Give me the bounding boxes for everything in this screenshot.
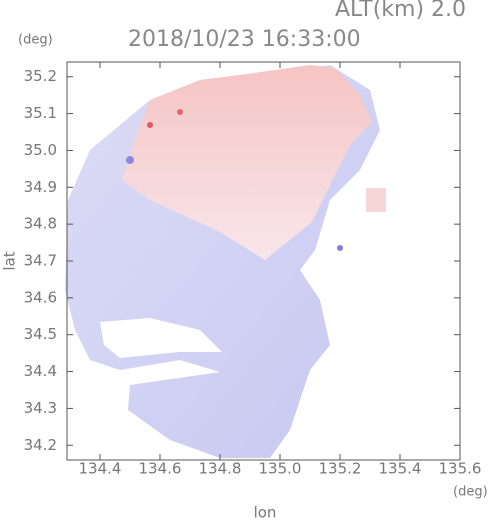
echo-spot <box>147 122 153 128</box>
echo-patch <box>366 188 386 212</box>
y-tick-label: 35.0 <box>24 141 57 159</box>
y-tick-label: 34.7 <box>24 252 57 270</box>
echo-spot <box>126 156 134 164</box>
y-tick-label: 34.8 <box>24 215 57 233</box>
y-tick-label: 34.5 <box>24 325 57 343</box>
y-tick-label: 34.2 <box>24 436 57 454</box>
x-tick-label: 135.0 <box>259 460 302 478</box>
y-unit: (deg) <box>18 33 53 48</box>
y-tick-label: 34.6 <box>24 288 57 306</box>
subtitle: ALT(km) 2.0 <box>335 0 466 22</box>
x-label: lon <box>254 504 277 521</box>
x-tick-label: 135.2 <box>319 460 362 478</box>
y-tick-label: 35.2 <box>24 67 57 85</box>
x-tick-label: 135.6 <box>439 460 482 478</box>
y-label: lat <box>1 251 19 270</box>
radar-field <box>65 65 386 458</box>
y-tick-label: 34.9 <box>24 178 57 196</box>
gap <box>100 318 222 358</box>
y-tick-label: 34.4 <box>24 362 57 380</box>
x-tick-label: 135.4 <box>379 460 422 478</box>
x-tick-label: 134.4 <box>79 460 122 478</box>
y-tick-label: 35.1 <box>24 104 57 122</box>
echo-pink <box>122 65 372 260</box>
echo-spot <box>177 109 183 115</box>
x-tick-label: 134.8 <box>199 460 242 478</box>
x-unit: (deg) <box>453 485 488 500</box>
x-tick-label: 134.6 <box>139 460 182 478</box>
echo-spot <box>337 245 343 251</box>
chart-title: 2018/10/23 16:33:00 <box>128 27 361 52</box>
y-tick-label: 34.3 <box>24 399 57 417</box>
